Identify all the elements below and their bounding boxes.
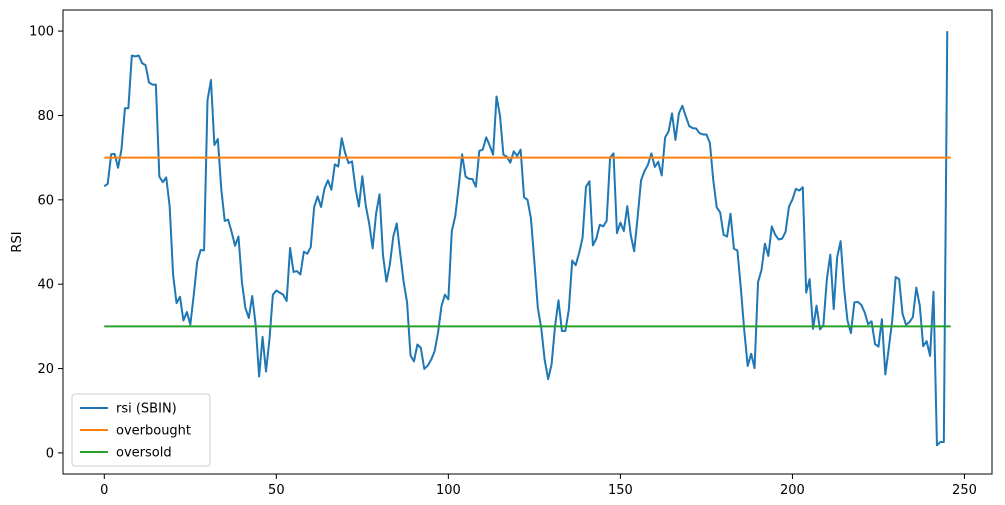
x-tick-label: 250 — [952, 483, 977, 498]
legend: rsi (SBIN) overbought oversold — [71, 393, 211, 467]
x-axis-ticks: 0 50 100 150 200 250 — [100, 474, 977, 498]
y-tick-label: 80 — [37, 109, 54, 124]
y-tick-label: 100 — [29, 25, 54, 40]
rsi-line — [103, 31, 949, 447]
y-axis-ticks: 0 20 40 60 80 100 — [29, 25, 63, 461]
plot-lines — [103, 31, 951, 447]
y-tick-label: 40 — [37, 278, 54, 293]
legend-label-oversold: oversold — [116, 446, 172, 461]
y-tick-label: 20 — [37, 362, 54, 377]
y-axis-label: RSI — [10, 231, 25, 252]
x-tick-label: 100 — [436, 483, 461, 498]
y-tick-label: 60 — [37, 193, 54, 208]
y-tick-label: 0 — [46, 446, 54, 461]
x-tick-label: 200 — [780, 483, 805, 498]
x-tick-label: 150 — [608, 483, 633, 498]
x-tick-label: 50 — [268, 483, 285, 498]
legend-box — [71, 393, 211, 467]
legend-label-overbought: overbought — [116, 424, 191, 439]
x-tick-label: 0 — [100, 483, 108, 498]
legend-label-rsi: rsi (SBIN) — [116, 402, 177, 417]
axes-frame — [62, 9, 993, 475]
